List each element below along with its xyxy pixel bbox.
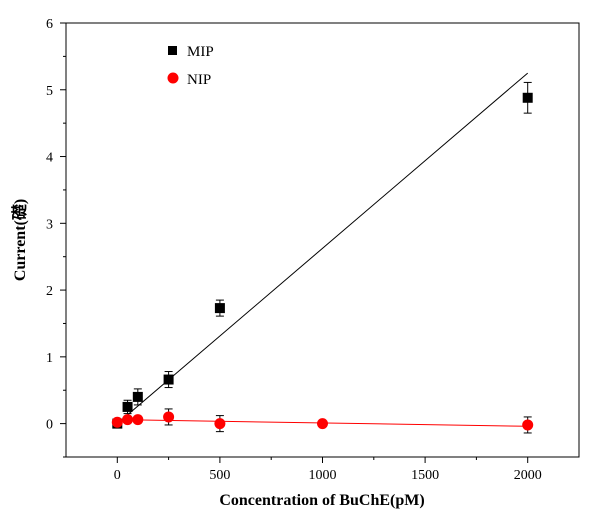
mip-point [132,391,143,402]
mip-point [522,92,533,103]
legend-label-nip: NIP [187,72,211,88]
y-tick-label: 4 [46,151,53,166]
legend-label-mip: MIP [187,44,214,60]
nip-point [132,414,144,426]
y-tick-label: 2 [46,284,53,299]
mip-point [122,401,133,412]
ticks: 0 500 1000 1500 2000 0 1 2 3 4 5 6 [46,17,542,483]
mip-fit-line [116,72,529,424]
nip-point [522,419,534,431]
nip-point [122,414,134,426]
y-tick-label: 6 [46,17,53,32]
x-tick-label: 0 [114,468,121,483]
y-axis-title: Current(礎) [10,199,29,281]
nip-point [111,416,123,428]
y-tick-label: 5 [46,84,53,99]
x-tick-label: 1500 [411,468,439,483]
mip-point [163,374,174,385]
legend: MIP NIP [167,44,214,88]
y-tick-label: 3 [46,217,53,232]
x-tick-label: 500 [209,468,230,483]
nip-point [317,418,328,430]
plot-frame [65,22,580,458]
legend-marker-mip [168,46,177,55]
nip-point [214,418,226,430]
x-tick-label: 1000 [309,468,337,483]
nip-point [163,411,175,423]
x-tick-label: 2000 [514,468,542,483]
legend-marker-nip [167,72,179,84]
y-tick-label: 1 [46,351,53,366]
x-axis-title: Concentration of BuChE(pM) [219,492,424,509]
fit-lines [116,72,529,427]
data-points [111,81,534,434]
y-tick-label: 0 [46,418,53,433]
mip-point [214,303,225,314]
